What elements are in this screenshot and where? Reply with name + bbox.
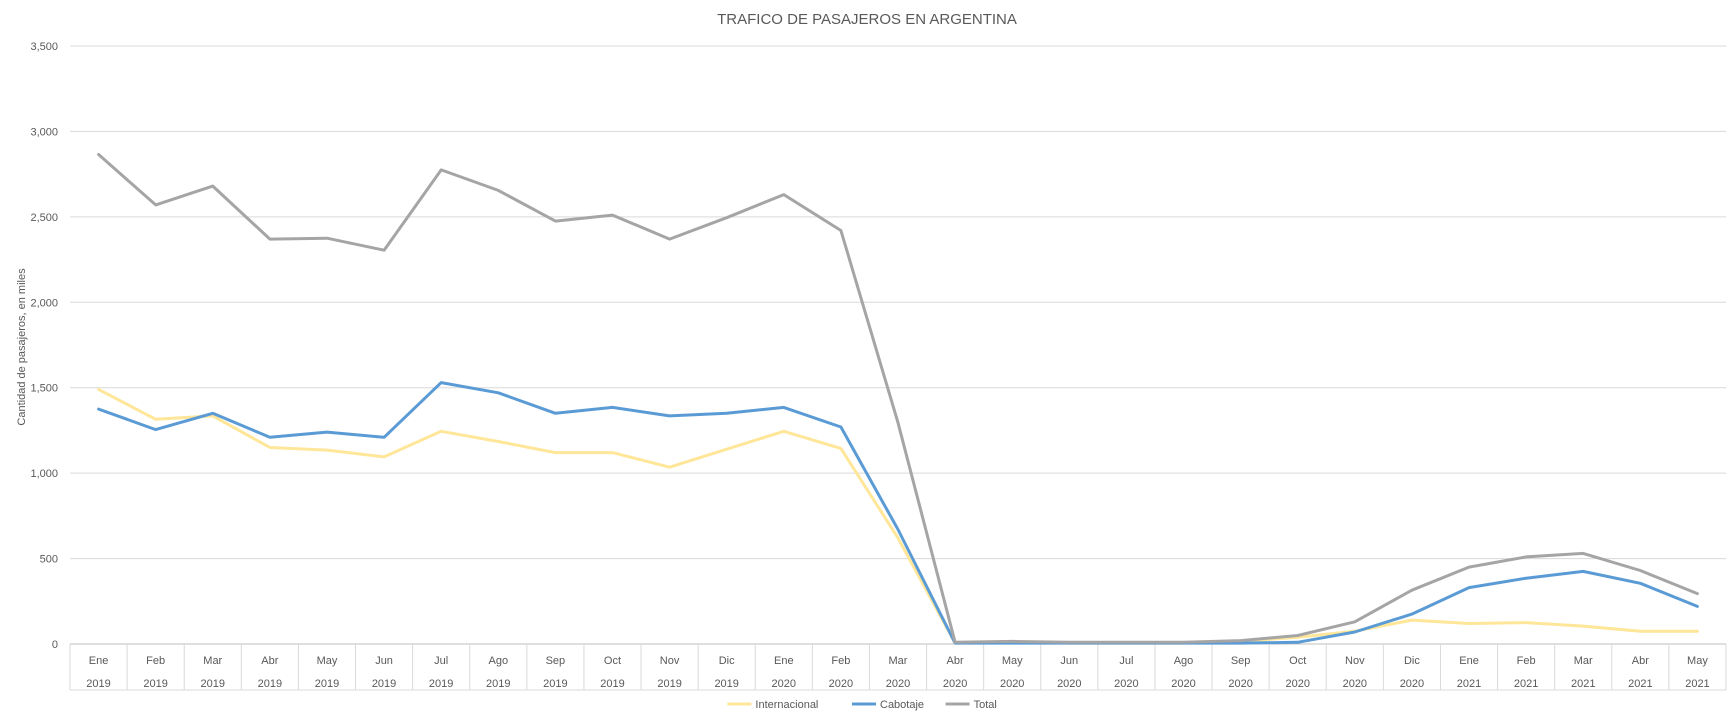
x-tick-month: Feb [1517, 655, 1536, 667]
x-tick-month: Ene [774, 655, 794, 667]
series-line-total [97, 153, 1699, 644]
x-tick-year: 2020 [1343, 678, 1367, 690]
x-tick-month: May [317, 655, 338, 667]
series-line-internacional [97, 387, 1699, 645]
y-tick-label: 1,500 [30, 383, 58, 395]
x-tick-month: Ene [89, 655, 109, 667]
x-tick-month: May [1687, 655, 1708, 667]
x-tick-year: 2020 [829, 678, 853, 690]
x-tick-month: Mar [1574, 655, 1593, 667]
x-tick-year: 2020 [1057, 678, 1081, 690]
x-tick-month: Ene [1459, 655, 1479, 667]
x-tick-year: 2020 [1400, 678, 1424, 690]
x-tick-year: 2021 [1514, 678, 1538, 690]
x-tick-month: Sep [546, 655, 566, 667]
legend-label: Total [974, 699, 997, 711]
y-axis-label: Cantidad de pasajeros, en miles [16, 268, 28, 426]
x-tick-year: 2019 [315, 678, 339, 690]
y-tick-label: 2,000 [30, 297, 58, 309]
series-lines [97, 153, 1699, 645]
x-tick-year: 2020 [1114, 678, 1138, 690]
x-tick-year: 2019 [143, 678, 167, 690]
x-tick-year: 2020 [943, 678, 967, 690]
x-tick-year: 2019 [714, 678, 738, 690]
y-tick-label: 1,000 [30, 468, 58, 480]
x-tick-year: 2019 [543, 678, 567, 690]
x-tick-year: 2019 [486, 678, 510, 690]
x-tick-year: 2021 [1685, 678, 1709, 690]
legend-label: Internacional [755, 699, 818, 711]
y-tick-label: 500 [40, 554, 58, 566]
x-tick-year: 2020 [1000, 678, 1024, 690]
y-tick-label: 3,000 [30, 126, 58, 138]
x-tick-year: 2020 [886, 678, 910, 690]
x-tick-year: 2021 [1457, 678, 1481, 690]
legend-label: Cabotaje [880, 699, 924, 711]
x-tick-month: Nov [1345, 655, 1365, 667]
x-tick-month: Dic [719, 655, 735, 667]
x-tick-month: Dic [1404, 655, 1420, 667]
x-tick-month: Jul [1119, 655, 1133, 667]
x-tick-year: 2020 [1228, 678, 1252, 690]
x-tick-year: 2019 [657, 678, 681, 690]
x-tick-year: 2019 [201, 678, 225, 690]
x-tick-month: Jul [434, 655, 448, 667]
chart-title: TRAFICO DE PASAJEROS EN ARGENTINA [717, 11, 1017, 28]
y-axis-ticks: 0 500 1,000 1,500 2,000 2,500 3,000 3,500 [30, 41, 58, 651]
x-tick-month: Feb [146, 655, 165, 667]
x-tick-year: 2019 [600, 678, 624, 690]
x-tick-month: Mar [889, 655, 908, 667]
x-tick-month: Abr [261, 655, 278, 667]
series-line-cabotaje [97, 381, 1699, 645]
x-tick-month: Jun [375, 655, 393, 667]
y-tick-label: 0 [52, 639, 58, 651]
x-tick-year: 2019 [429, 678, 453, 690]
x-tick-month: Abr [947, 655, 964, 667]
x-tick-month: Abr [1632, 655, 1649, 667]
x-tick-year: 2020 [1285, 678, 1309, 690]
x-tick-month: Ago [1174, 655, 1194, 667]
x-tick-month: Oct [604, 655, 621, 667]
x-tick-year: 2021 [1628, 678, 1652, 690]
x-tick-year: 2020 [1171, 678, 1195, 690]
x-axis: Ene 2019 Feb 2019 Mar 2019 Abr 2019 May 2019 Jun 20… [69, 644, 1727, 691]
gridlines [70, 45, 1726, 645]
x-tick-month: Jun [1060, 655, 1078, 667]
y-tick-label: 2,500 [30, 212, 58, 224]
x-tick-month: Nov [660, 655, 680, 667]
x-tick-year: 2019 [86, 678, 110, 690]
x-tick-month: Ago [488, 655, 508, 667]
x-tick-month: Oct [1289, 655, 1306, 667]
y-tick-label: 3,500 [30, 41, 58, 53]
x-tick-year: 2020 [772, 678, 796, 690]
x-tick-year: 2019 [258, 678, 282, 690]
x-tick-month: May [1002, 655, 1023, 667]
x-tick-month: Feb [831, 655, 850, 667]
legend: Internacional Cabotaje Total [727, 699, 997, 711]
x-tick-year: 2019 [372, 678, 396, 690]
x-tick-month: Sep [1231, 655, 1251, 667]
x-tick-year: 2021 [1571, 678, 1595, 690]
x-tick-month: Mar [203, 655, 222, 667]
